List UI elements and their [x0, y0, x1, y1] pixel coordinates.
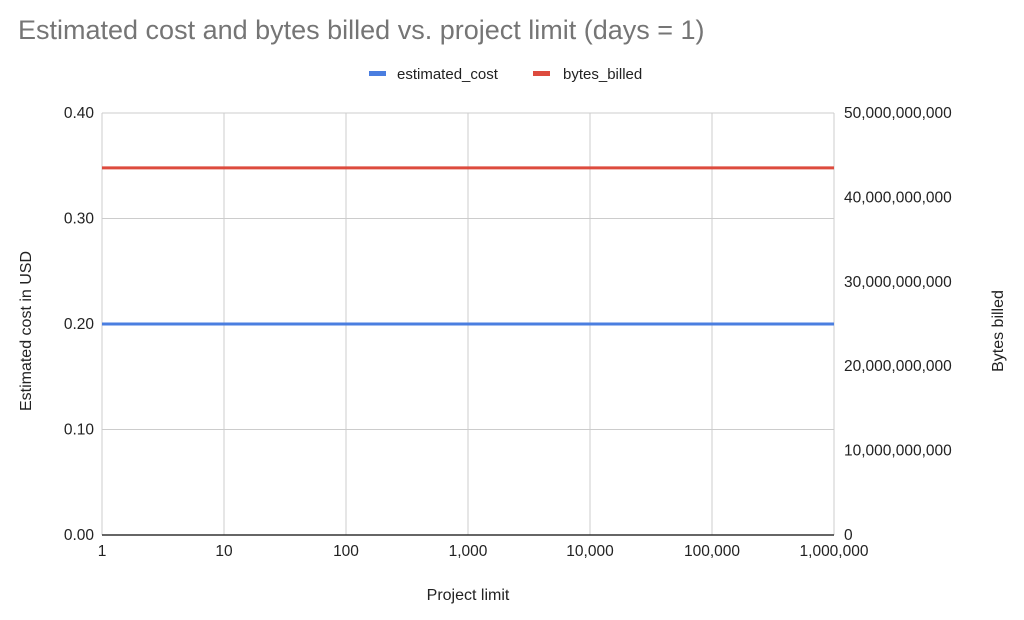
legend-label-bytes-billed: bytes_billed: [563, 66, 642, 83]
y-right-tick-label: 30,000,000,000: [844, 274, 952, 291]
legend-swatch-estimated-cost: [369, 71, 386, 76]
x-tick-label: 1,000: [449, 543, 488, 560]
y-right-tick-label: 10,000,000,000: [844, 443, 952, 460]
x-axis-ticks: 1 10 100 1,000 10,000 100,000 1,000,000: [98, 543, 869, 560]
x-tick-label: 100,000: [684, 543, 740, 560]
y-right-tick-label: 0: [844, 527, 853, 544]
y-right-tick-label: 20,000,000,000: [844, 358, 952, 375]
x-tick-label: 1: [98, 543, 107, 560]
legend-label-estimated-cost: estimated_cost: [397, 66, 499, 83]
chart-title: Estimated cost and bytes billed vs. proj…: [18, 15, 705, 45]
y-left-tick-label: 0.00: [64, 527, 95, 544]
y-left-tick-label: 0.30: [64, 211, 95, 228]
y-left-tick-label: 0.10: [64, 422, 95, 439]
y-right-axis-ticks: 0 10,000,000,000 20,000,000,000 30,000,000,…: [844, 105, 952, 544]
y-left-axis-ticks: 0.00 0.10 0.20 0.30 0.40: [64, 105, 95, 544]
y-right-tick-label: 40,000,000,000: [844, 189, 952, 206]
y-left-tick-label: 0.20: [64, 316, 95, 333]
x-tick-label: 1,000,000: [800, 543, 869, 560]
y-right-tick-label: 50,000,000,000: [844, 105, 952, 122]
series-lines: [102, 166, 834, 326]
y-left-axis-label: Estimated cost in USD: [18, 251, 35, 411]
y-right-axis-label: Bytes billed: [990, 290, 1007, 372]
legend: estimated_cost bytes_billed: [369, 66, 642, 83]
x-tick-label: 10,000: [566, 543, 614, 560]
x-axis-label: Project limit: [427, 587, 510, 604]
legend-swatch-bytes-billed: [533, 71, 550, 76]
x-tick-label: 100: [333, 543, 359, 560]
x-tick-label: 10: [215, 543, 233, 560]
y-left-tick-label: 0.40: [64, 105, 95, 122]
